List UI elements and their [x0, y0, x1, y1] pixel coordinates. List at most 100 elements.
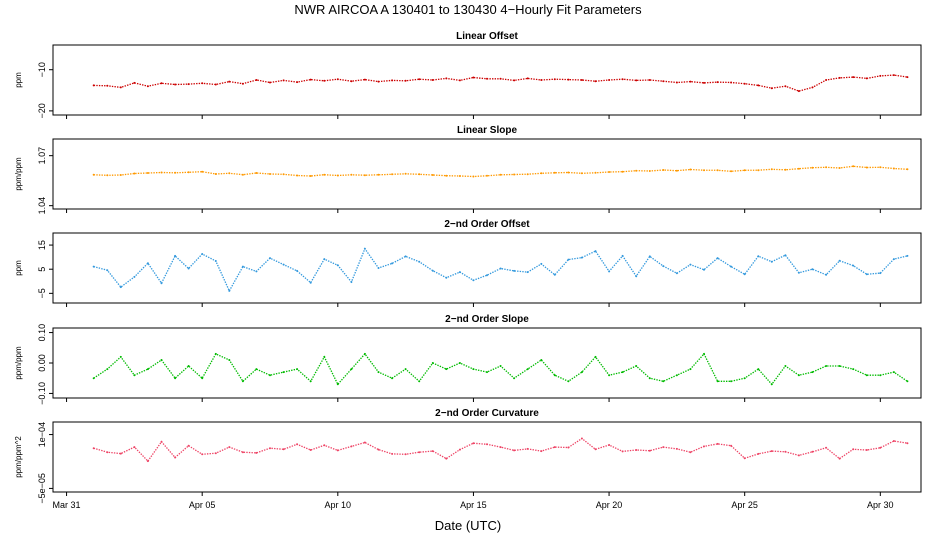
y-tick-label: −0.10	[37, 382, 47, 405]
data-point	[567, 380, 570, 383]
data-point	[770, 87, 773, 90]
data-point	[269, 257, 271, 260]
data-point	[865, 449, 868, 451]
data-point	[92, 173, 95, 176]
data-point	[675, 447, 678, 450]
data-point	[255, 79, 258, 81]
data-point	[445, 276, 448, 279]
data-point	[296, 269, 299, 272]
data-point	[174, 254, 177, 257]
data-point	[323, 79, 326, 82]
data-point	[472, 368, 475, 371]
data-point	[309, 78, 312, 81]
data-point	[255, 270, 258, 273]
data-point	[160, 359, 163, 361]
data-point	[852, 368, 855, 371]
data-point	[757, 84, 760, 87]
data-point	[811, 166, 814, 169]
data-point	[784, 85, 787, 88]
data-point	[811, 371, 814, 374]
data-point	[879, 166, 882, 169]
data-point	[608, 374, 611, 377]
data-point	[580, 172, 583, 175]
data-point	[892, 258, 895, 261]
data-point	[404, 453, 407, 456]
y-axis-label: ppm	[14, 260, 23, 276]
data-point	[336, 174, 339, 177]
data-point	[282, 263, 285, 266]
data-point	[852, 448, 855, 451]
data-point	[716, 442, 719, 445]
data-point	[119, 355, 122, 358]
data-point	[797, 374, 800, 377]
data-point	[730, 380, 733, 383]
data-point	[445, 457, 448, 460]
data-point	[418, 260, 421, 263]
data-point	[906, 442, 909, 445]
data-point	[852, 165, 855, 168]
data-point	[391, 262, 394, 265]
data-point	[648, 449, 651, 452]
data-point	[486, 443, 488, 446]
data-point	[811, 86, 814, 89]
y-tick-label: 1.04	[37, 197, 47, 215]
data-point	[540, 172, 543, 175]
data-point	[323, 444, 326, 447]
data-point	[431, 450, 434, 453]
y-axis-label: ppm	[14, 72, 23, 88]
data-point	[350, 80, 353, 83]
series-line	[93, 437, 908, 463]
data-point	[838, 259, 841, 262]
data-point	[825, 365, 828, 367]
data-point	[309, 449, 312, 451]
data-point	[743, 377, 746, 380]
data-point	[187, 267, 190, 270]
data-point	[797, 167, 800, 170]
data-point	[635, 275, 638, 278]
data-point	[879, 374, 882, 377]
data-point	[201, 170, 204, 173]
data-point	[499, 365, 502, 367]
data-point	[662, 80, 665, 83]
data-point	[146, 172, 149, 174]
data-point	[513, 79, 516, 82]
data-point	[892, 371, 895, 374]
data-point	[119, 86, 122, 89]
data-point	[377, 267, 380, 269]
data-point	[743, 273, 746, 276]
data-point	[825, 166, 828, 169]
data-point	[540, 262, 543, 265]
panel-frame	[52, 138, 922, 210]
data-point	[187, 365, 190, 367]
panel-3: 2−nd Order Offset ppm −5 5 15	[14, 219, 922, 307]
data-point	[418, 173, 421, 176]
data-point	[865, 273, 868, 276]
data-point	[363, 441, 366, 444]
data-point	[675, 169, 678, 172]
data-point	[445, 174, 448, 177]
data-point	[106, 368, 109, 371]
data-point	[228, 359, 231, 361]
data-point	[174, 456, 177, 459]
data-point	[865, 374, 868, 377]
data-point	[608, 270, 611, 273]
data-point	[336, 449, 339, 452]
data-point	[363, 78, 366, 81]
data-point	[852, 264, 855, 267]
data-point	[879, 74, 882, 77]
data-point	[323, 173, 326, 176]
data-point	[513, 377, 516, 380]
y-tick-label: 1e−04	[37, 422, 47, 447]
data-point	[499, 446, 502, 449]
data-point	[675, 374, 678, 377]
date-axis: Mar 31 Apr 05 Apr 10 Apr 15 Apr 20 Apr 25 Apr …	[53, 500, 894, 510]
data-point	[770, 168, 773, 171]
data-point	[879, 446, 882, 449]
data-point	[730, 81, 733, 84]
data-point	[458, 175, 461, 177]
data-point	[499, 173, 502, 176]
data-point	[106, 174, 109, 177]
data-point	[621, 170, 624, 173]
data-point	[160, 82, 163, 85]
data-point	[513, 173, 516, 176]
